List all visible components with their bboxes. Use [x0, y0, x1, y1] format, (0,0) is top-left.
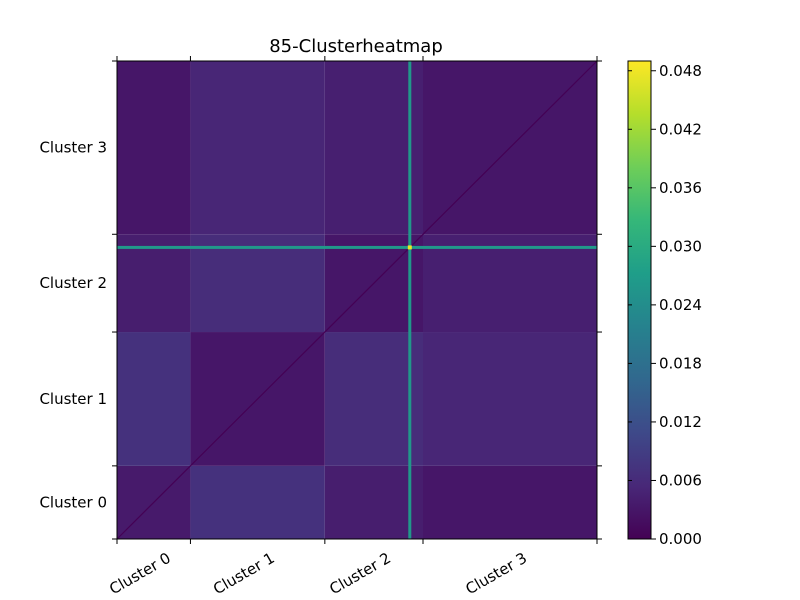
colorbar-tick-label: 0.030	[659, 237, 702, 255]
outlier-crossing-cell	[407, 245, 412, 250]
heatmap-block-2-1	[190, 234, 325, 333]
heatmap-block-1-3	[423, 332, 597, 466]
x-tick-label: Cluster 3	[462, 549, 530, 598]
heatmap-block-2-3	[423, 234, 597, 333]
colorbar-tick-label: 0.024	[659, 296, 702, 314]
x-tick-label: Cluster 0	[106, 549, 174, 598]
colorbar-tick-label: 0.042	[659, 120, 702, 138]
x-tick-label: Cluster 2	[326, 549, 394, 598]
heatmap-block-3-2	[324, 61, 423, 235]
heatmap-block-0-1	[190, 465, 325, 539]
colorbar: 0.000 0.006 0.012 0.018 0.024 0.030 0.036 0.042…	[627, 60, 702, 548]
colorbar-tick-label: 0.006	[659, 471, 702, 489]
y-tick-label: Cluster 1	[39, 390, 107, 408]
x-tick-label: Cluster 1	[210, 549, 278, 598]
colorbar-tick-label: 0.036	[659, 179, 702, 197]
heatmap-block-1-2	[324, 332, 423, 466]
heatmap-block-1-0	[117, 332, 191, 466]
outlier-column-line	[408, 61, 412, 539]
colorbar-tick-label: 0.018	[659, 354, 702, 372]
outlier-row-line	[117, 245, 597, 249]
chart-title: 85-Clusterheatmap	[269, 36, 443, 57]
colorbar-tick-label: 0.012	[659, 413, 702, 431]
y-tick-label: Cluster 3	[39, 139, 107, 157]
heatmap-diagonal	[116, 60, 598, 540]
colorbar-gradient	[627, 60, 652, 540]
heatmap-block-0-3	[423, 465, 597, 539]
heatmap-block-3-0	[117, 61, 191, 235]
heatmap-block-3-1	[190, 61, 325, 235]
heatmap-plot-area	[116, 60, 598, 540]
colorbar-tick-label: 0.048	[659, 62, 702, 80]
heatmap-block-2-0	[117, 234, 191, 333]
y-tick-label: Cluster 0	[39, 493, 107, 511]
heatmap-block-0-2	[324, 465, 423, 539]
colorbar-tick-label: 0.000	[659, 530, 702, 548]
y-tick-label: Cluster 2	[39, 274, 107, 292]
plot-frame	[116, 60, 598, 540]
